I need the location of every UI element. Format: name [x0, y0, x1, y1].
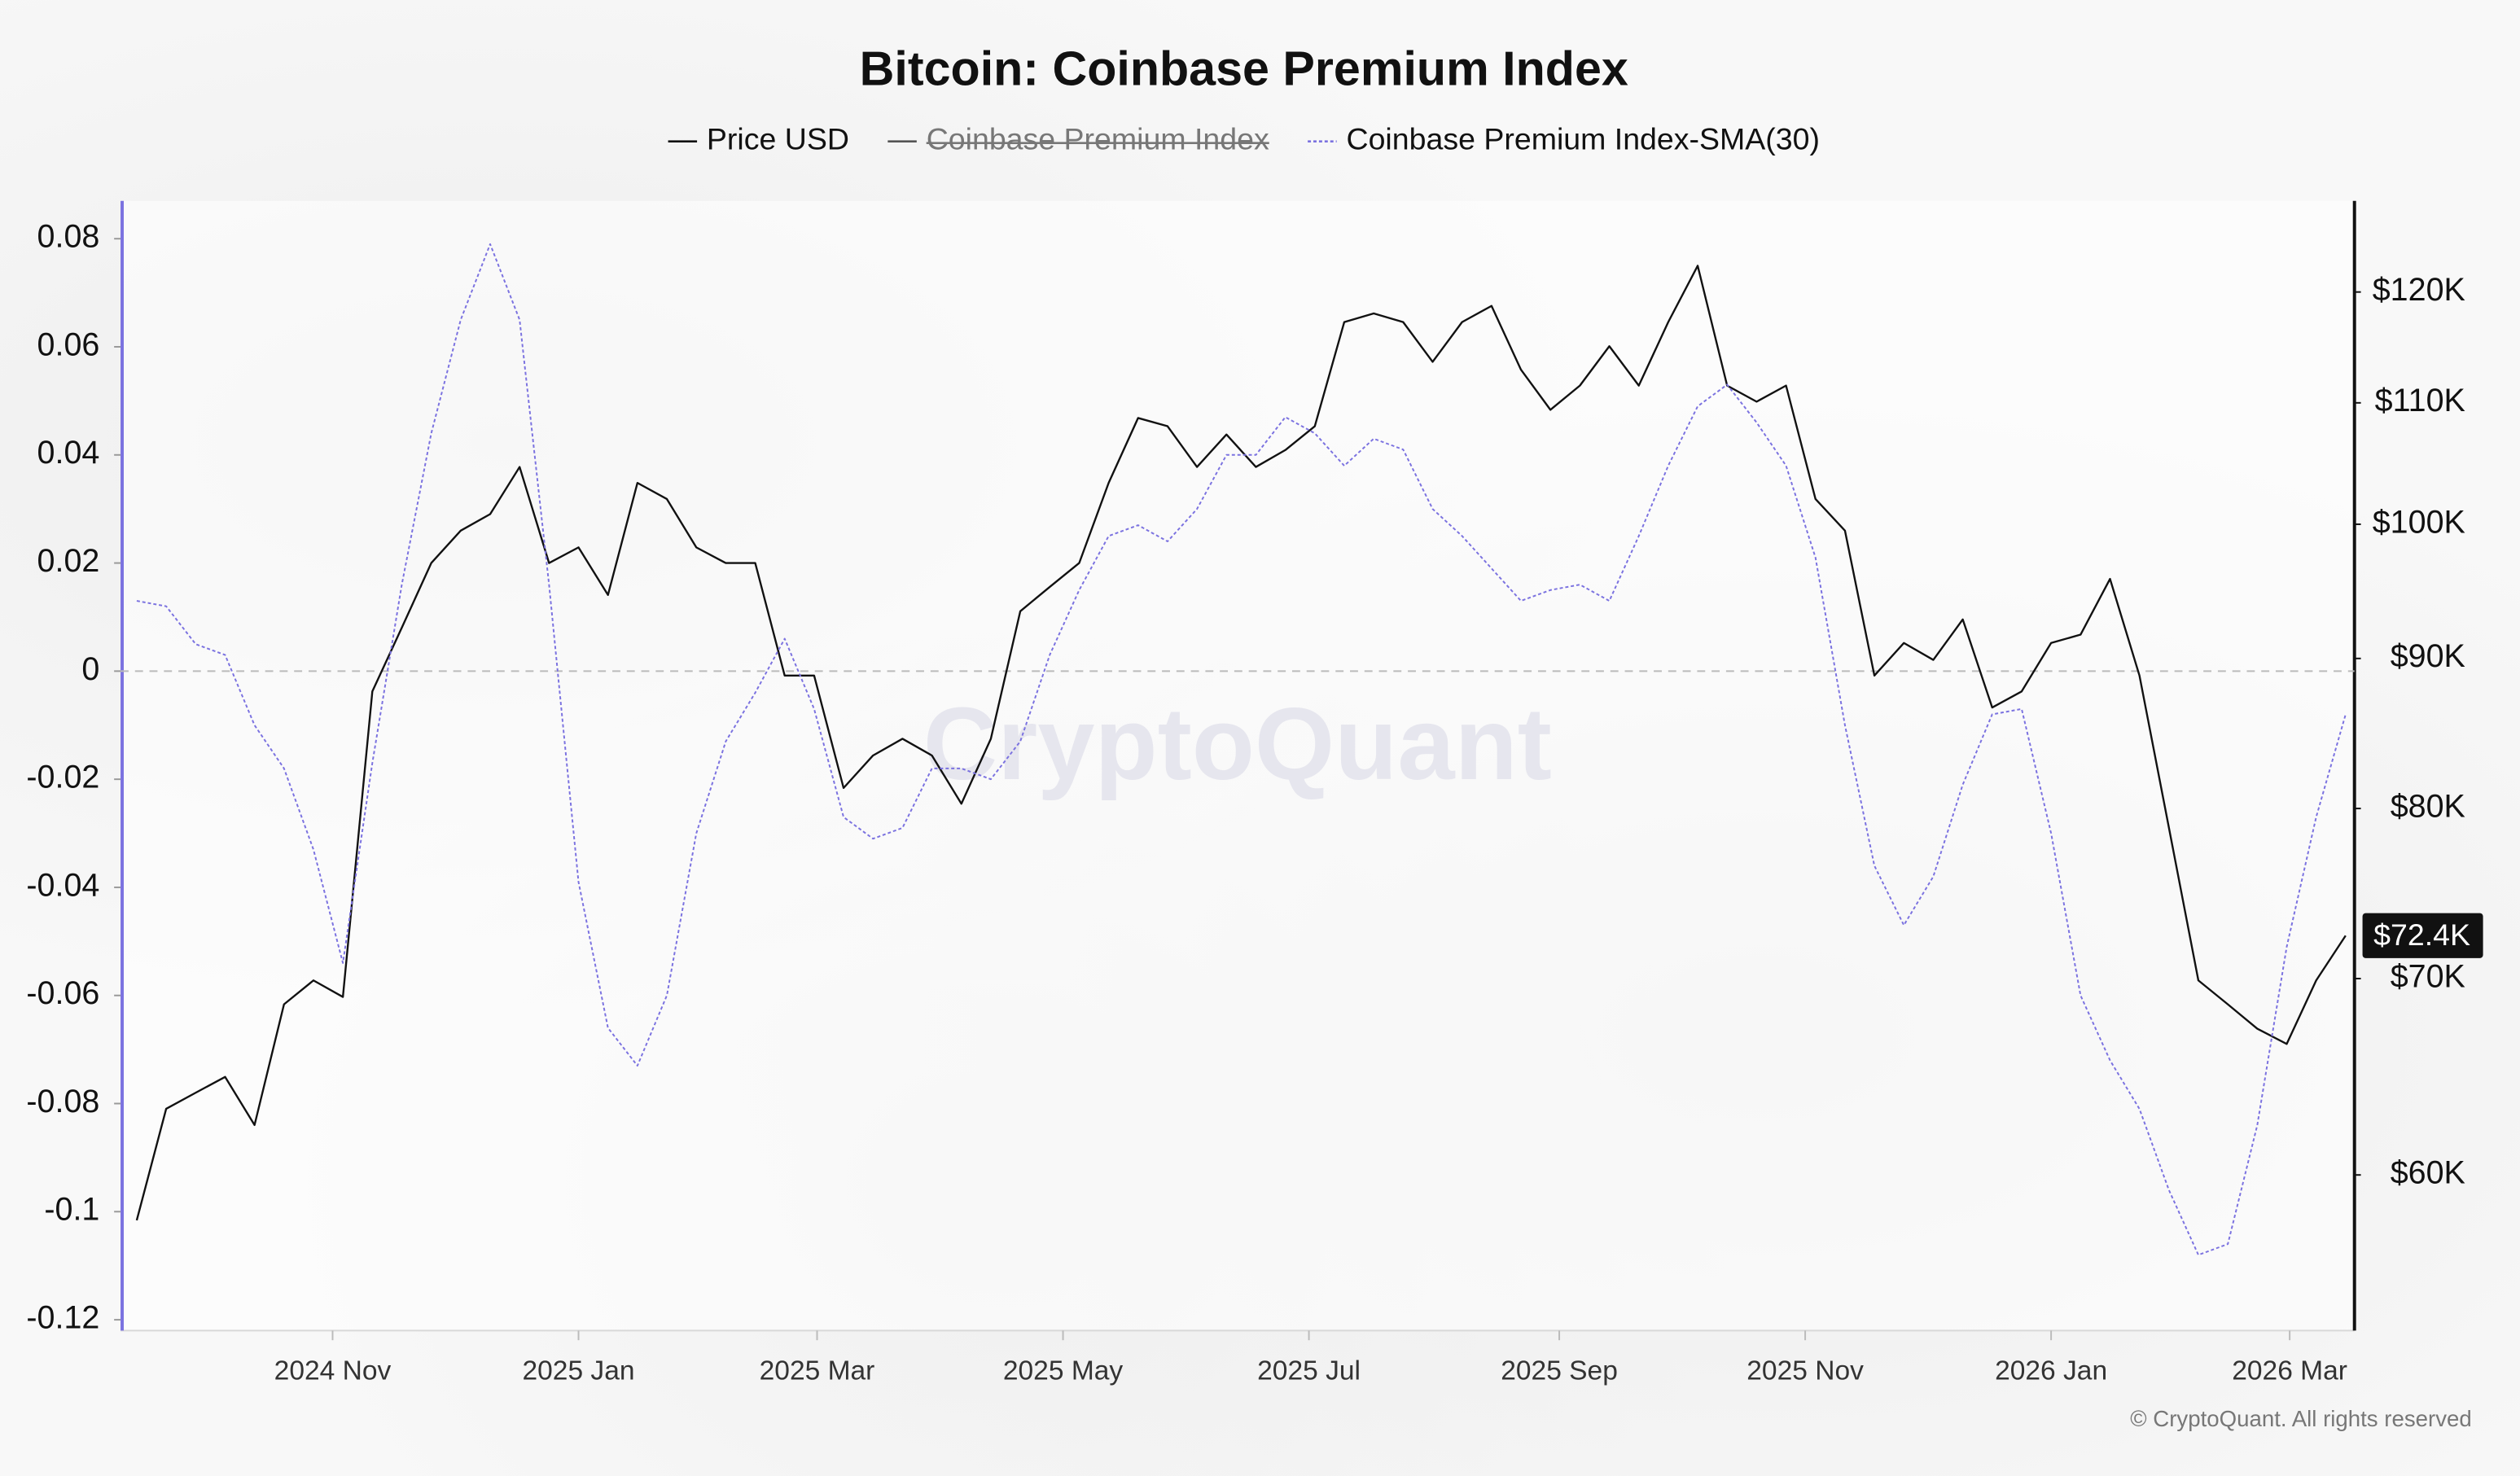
legend-label: Coinbase Premium Index-SMA(30) [1346, 122, 1819, 156]
y-tick-label: 0.06 [37, 326, 100, 362]
y-tick-label: 0.08 [37, 219, 100, 255]
legend-item: Coinbase Premium Index-SMA(30) [1308, 122, 1820, 156]
x-tick-label: 2024 Nov [274, 1356, 392, 1386]
legend-label: Coinbase Premium Index [927, 122, 1269, 156]
x-tick-label: 2025 Nov [1746, 1356, 1864, 1386]
y2-tick-label: $80K [2391, 789, 2465, 825]
x-tick-label: 2025 Sep [1501, 1356, 1618, 1386]
y-tick-label: -0.04 [26, 867, 99, 903]
x-tick-label: 2026 Jan [1995, 1356, 2107, 1386]
y-tick-label: 0.04 [37, 435, 100, 471]
y2-tick-label: $90K [2391, 638, 2465, 674]
chart-title: Bitcoin: Coinbase Premium Index [860, 41, 1628, 95]
x-tick-label: 2025 Jan [522, 1356, 634, 1386]
last-price-label: $72.4K [2373, 918, 2470, 952]
legend-item: Price USD [668, 122, 849, 156]
footer: © CryptoQuant. All rights reserved [2130, 1406, 2472, 1431]
x-tick-label: 2025 Jul [1257, 1356, 1361, 1386]
y2-tick-label: $100K [2373, 504, 2465, 540]
x-tick-label: 2026 Mar [2232, 1356, 2347, 1386]
y2-tick-label: $60K [2391, 1155, 2465, 1191]
y2-tick-label: $70K [2391, 958, 2465, 994]
plot-area [121, 200, 2355, 1331]
legend: Price USD Coinbase Premium Index Coinbase … [668, 122, 1820, 156]
series-line [135, 265, 2347, 1221]
y-tick-label: 0 [81, 651, 99, 687]
y-tick-label: -0.02 [26, 760, 99, 795]
series-line [136, 243, 2347, 1256]
y2-tick-label: $110K [2375, 383, 2465, 418]
legend-label: Price USD [707, 122, 849, 156]
legend-item: Coinbase Premium Index [887, 122, 1269, 156]
y2-tick-label: $120K [2373, 272, 2465, 308]
watermark: CryptoQuant [923, 686, 1552, 801]
x-tick-label: 2025 Mar [760, 1356, 875, 1386]
y-tick-label: 0.02 [37, 543, 100, 579]
x-tick-label: 2025 May [1003, 1356, 1124, 1386]
y-tick-label: -0.12 [26, 1300, 99, 1336]
y-tick-label: -0.1 [44, 1192, 99, 1228]
y-tick-label: -0.08 [26, 1084, 99, 1119]
last-price-box [2362, 913, 2483, 958]
y-tick-label: -0.06 [26, 975, 99, 1011]
